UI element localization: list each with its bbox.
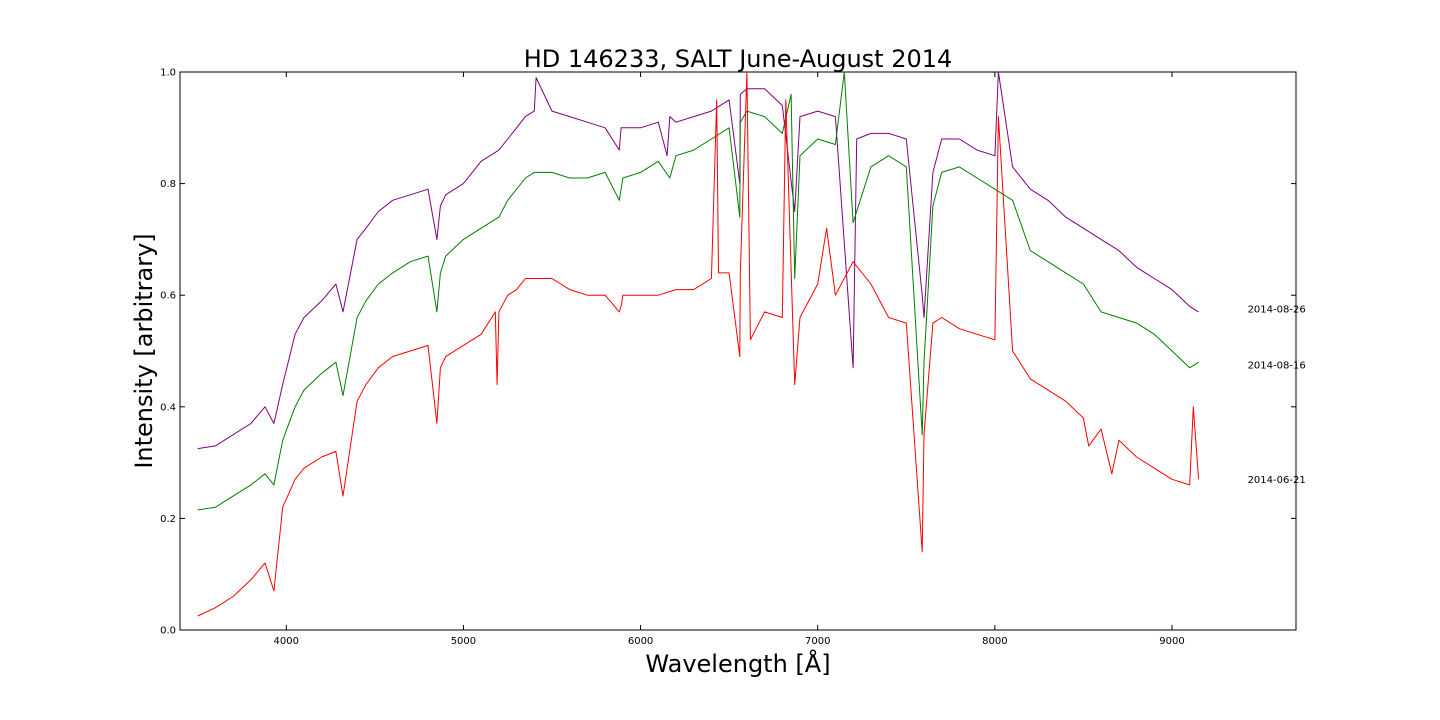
- x-tick-label: 6000: [628, 636, 653, 647]
- y-tick-label: 0.6: [160, 291, 176, 302]
- y-axis-label: Intensity [arbitrary]: [130, 233, 158, 468]
- y-tick-label: 0.0: [160, 626, 176, 637]
- plot-area: [179, 71, 1297, 631]
- series-line-2014-08-26: [197, 72, 1199, 450]
- y-tick-label: 0.2: [160, 514, 176, 525]
- series-layer: [197, 72, 1200, 617]
- y-tick-label: 0.8: [160, 179, 176, 190]
- y-axis-ticks: 0.0 0.2 0.4 0.6 0.8 1.0: [160, 68, 1296, 637]
- x-tick-label: 9000: [1159, 636, 1184, 647]
- series-label: 2014-08-26: [1248, 305, 1306, 316]
- series-line-2014-06-21: [197, 72, 1200, 617]
- series-label: 2014-06-21: [1248, 475, 1306, 486]
- series-line-2014-08-16: [197, 72, 1199, 511]
- x-tick-label: 5000: [451, 636, 476, 647]
- chart-title: HD 146233, SALT June-August 2014: [524, 45, 953, 73]
- y-tick-label: 1.0: [160, 68, 176, 79]
- x-axis-label: Wavelength [Å]: [645, 649, 830, 678]
- y-tick-label: 0.4: [160, 402, 176, 413]
- x-tick-label: 7000: [805, 636, 830, 647]
- x-tick-label: 4000: [274, 636, 299, 647]
- series-labels: 2014-08-26 2014-08-16 2014-06-21: [1248, 305, 1306, 486]
- x-tick-label: 8000: [982, 636, 1007, 647]
- x-axis-ticks: 4000 5000 6000 7000 8000 9000: [274, 72, 1185, 647]
- series-label: 2014-08-16: [1248, 360, 1306, 371]
